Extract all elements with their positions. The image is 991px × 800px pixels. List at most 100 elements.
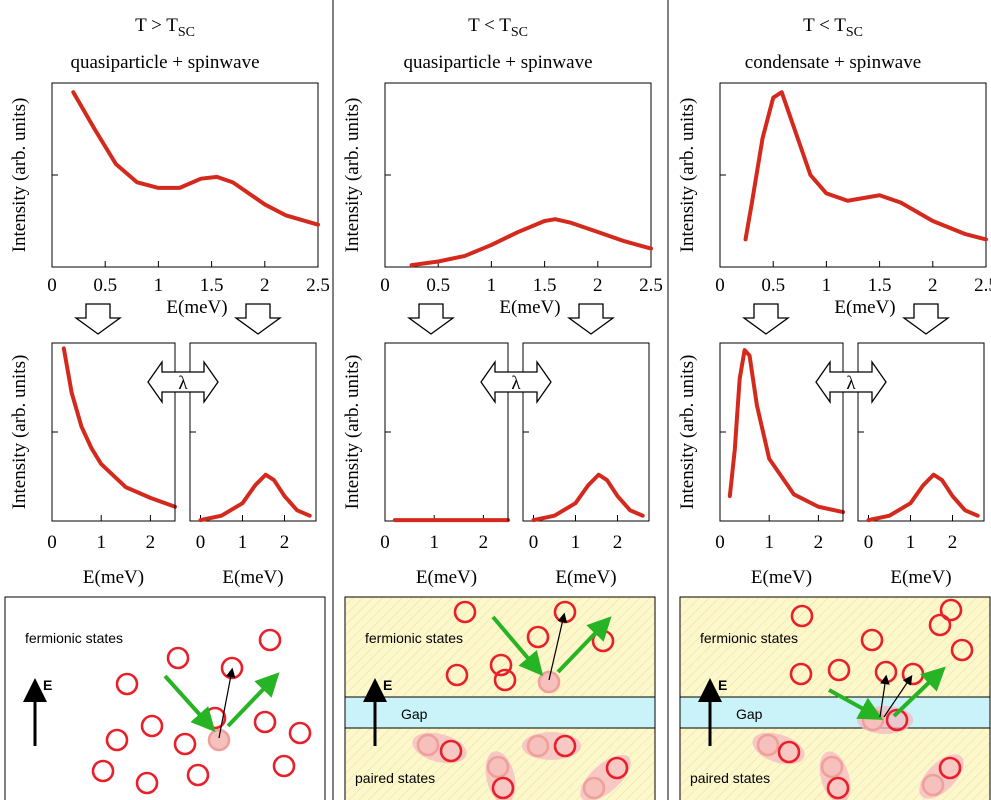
x-axis-label: E(meV) xyxy=(499,297,560,318)
state-circle xyxy=(166,646,190,670)
x-tick-label: 2 xyxy=(593,275,603,296)
x-tick-label: 0 xyxy=(196,532,206,553)
x-tick-label: 0.5 xyxy=(761,275,785,296)
data-line xyxy=(531,472,645,523)
x-tick-label: 2.5 xyxy=(306,275,330,296)
x-tick-label: 0 xyxy=(47,275,57,296)
green-arrow xyxy=(163,674,216,732)
data-line xyxy=(71,90,320,227)
y-axis-label: Intensity (arb. units) xyxy=(342,98,363,253)
state-circle xyxy=(938,756,962,780)
state-circle xyxy=(272,754,296,778)
x-tick-label: 2 xyxy=(928,275,938,296)
state-circle xyxy=(91,759,115,783)
lambda-label: λ xyxy=(846,373,856,394)
y-axis-label: Intensity (arb. units) xyxy=(677,98,698,253)
state-circle xyxy=(258,628,282,652)
x-tick-label: 1.5 xyxy=(533,275,557,296)
x-tick-label: 1 xyxy=(906,532,916,553)
black-arrow xyxy=(883,675,913,718)
x-tick-label: 0 xyxy=(529,532,539,553)
x-tick-label: 1.5 xyxy=(868,275,892,296)
lambda-connector xyxy=(842,343,859,521)
state-circle xyxy=(489,653,513,677)
x-axis-label: E(meV) xyxy=(751,567,812,588)
y-axis-label: Intensity (arb. units) xyxy=(9,98,30,253)
heading-text: T < T xyxy=(803,15,846,36)
x-axis-label: E(meV) xyxy=(555,567,616,588)
heading-subscript: SC xyxy=(178,25,195,40)
x-axis-label: E(meV) xyxy=(83,567,144,588)
green-arrow xyxy=(892,666,946,718)
green-arrow xyxy=(556,616,612,674)
data-line xyxy=(727,348,845,515)
state-circle xyxy=(186,763,210,787)
x-tick-label: 2 xyxy=(479,532,489,553)
x-tick-label: 1 xyxy=(154,275,164,296)
data-line xyxy=(409,217,653,268)
state-circle xyxy=(115,672,139,696)
x-tick-label: 1 xyxy=(571,532,581,553)
state-circle xyxy=(526,625,550,649)
x-tick-label: 0.5 xyxy=(93,275,117,296)
x-tick-label: 0 xyxy=(715,275,725,296)
lower-label: paired states xyxy=(355,770,435,786)
x-tick-label: 2 xyxy=(280,532,290,553)
state-circle xyxy=(526,734,550,758)
state-circle xyxy=(416,733,440,757)
down-arrow xyxy=(902,303,950,335)
plot-frame xyxy=(384,82,652,268)
x-tick-label: 2 xyxy=(613,532,623,553)
x-tick-label: 1.5 xyxy=(200,275,224,296)
y-axis-label: Intensity (arb. units) xyxy=(677,355,698,510)
x-tick-label: 1 xyxy=(487,275,497,296)
black-arrow xyxy=(879,674,890,718)
y-axis-label: Intensity (arb. units) xyxy=(342,355,363,510)
y-axis-label: Intensity (arb. units) xyxy=(9,355,30,510)
data-line xyxy=(61,346,177,509)
down-arrow xyxy=(234,303,282,335)
state-circle xyxy=(921,773,945,797)
black-arrow xyxy=(218,667,236,739)
state-circle xyxy=(826,776,850,800)
state-circle xyxy=(885,708,909,732)
state-circle xyxy=(790,604,814,628)
column-heading: T > TSC xyxy=(135,15,195,40)
state-circle xyxy=(605,756,629,780)
heading-subscript: SC xyxy=(511,25,528,40)
state-circle xyxy=(220,656,244,680)
x-axis-label: E(meV) xyxy=(890,567,951,588)
state-circle xyxy=(173,732,197,756)
state-circle xyxy=(950,638,974,662)
heading-text: T > T xyxy=(135,15,178,36)
down-arrow xyxy=(74,303,122,335)
down-arrow xyxy=(742,303,790,335)
column-subtitle: condensate + spinwave xyxy=(745,52,921,73)
data-line xyxy=(866,472,980,523)
upper-label: fermionic states xyxy=(365,630,463,646)
lower-label: paired states xyxy=(690,770,770,786)
state-circle xyxy=(493,668,517,692)
upper-label: fermionic states xyxy=(700,630,798,646)
x-axis-label: E(meV) xyxy=(222,567,283,588)
x-tick-label: 2 xyxy=(146,532,156,553)
data-line xyxy=(198,472,312,523)
state-circle xyxy=(491,776,515,800)
column-subtitle: quasiparticle + spinwave xyxy=(403,52,592,73)
green-arrow xyxy=(828,688,884,720)
gap-label: Gap xyxy=(401,706,428,722)
x-tick-label: 0 xyxy=(47,532,57,553)
x-tick-label: 0 xyxy=(864,532,874,553)
lambda-connector xyxy=(174,343,191,521)
x-tick-label: 0 xyxy=(715,532,725,553)
state-circle xyxy=(140,714,164,738)
state-circle xyxy=(553,734,577,758)
state-circle xyxy=(453,600,477,624)
state-circle xyxy=(439,739,463,763)
state-circle xyxy=(582,776,606,800)
x-axis-label: E(meV) xyxy=(834,297,895,318)
green-arrow xyxy=(491,615,544,677)
state-circle xyxy=(860,628,884,652)
plot-frame xyxy=(719,82,987,268)
